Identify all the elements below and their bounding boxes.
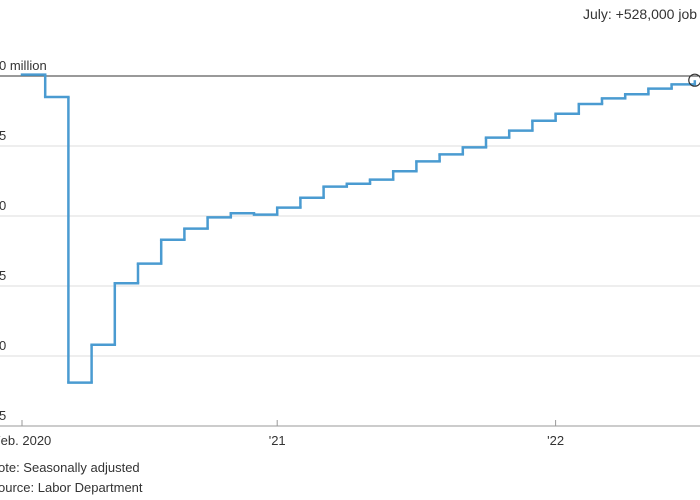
y-tick-label: 0	[0, 338, 6, 353]
y-tick-label: 5	[0, 268, 6, 283]
y-tick-label: 0 million	[0, 58, 47, 73]
y-tick-label: 5	[0, 408, 6, 423]
source: ource: Labor Department	[0, 480, 143, 495]
y-tick-label: 5	[0, 128, 6, 143]
end-marker	[688, 73, 700, 87]
y-tick-label: 0	[0, 198, 6, 213]
note: ote: Seasonally adjusted	[0, 460, 140, 475]
x-tick-label: '22	[547, 433, 564, 448]
x-tick-label: '21	[269, 433, 286, 448]
x-tick-label: Feb. 2020	[0, 433, 51, 448]
annotation: July: +528,000 job	[583, 6, 697, 22]
